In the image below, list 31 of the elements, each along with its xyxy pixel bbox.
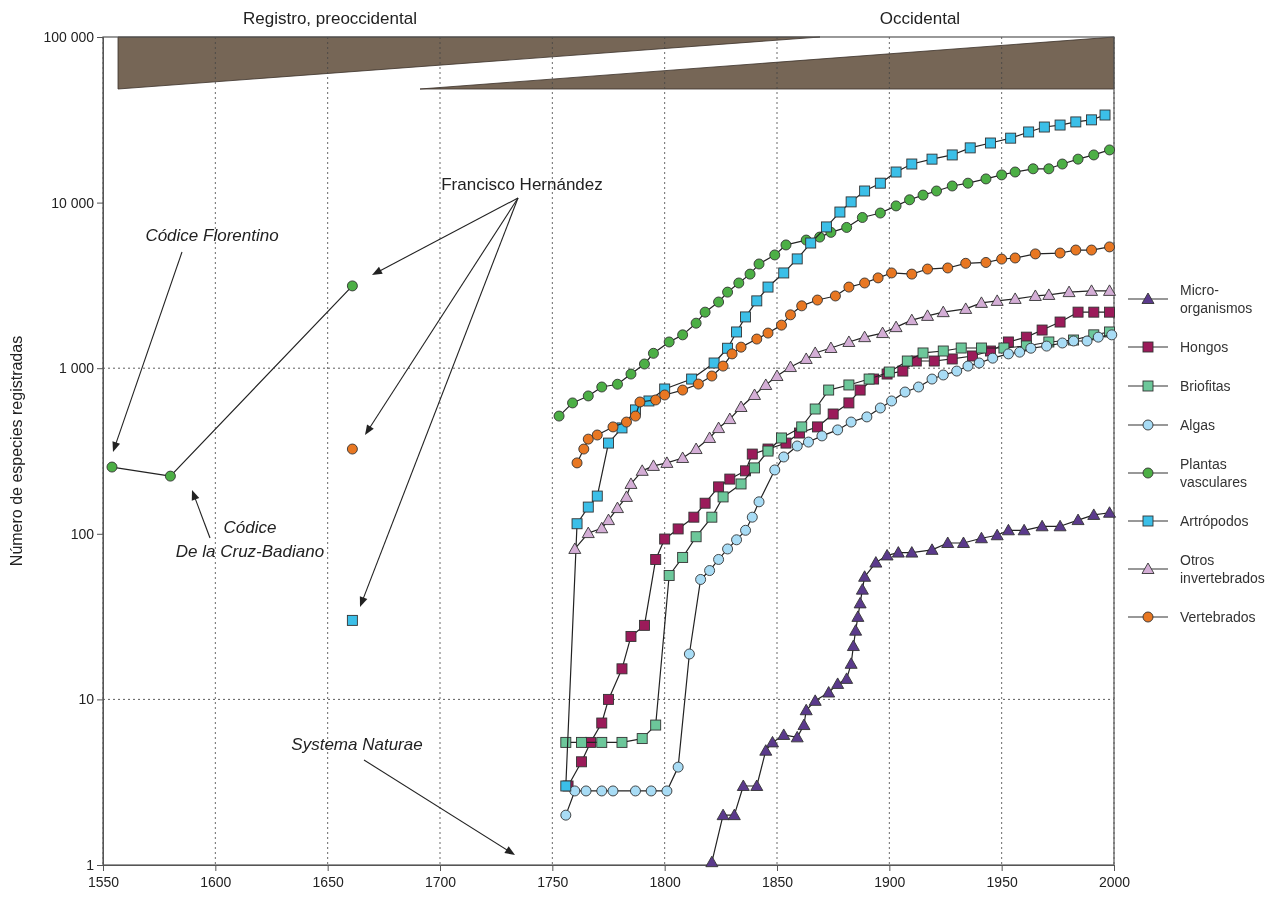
y-tick-label: 10 (78, 691, 95, 708)
x-tick-label: 1550 (87, 873, 120, 890)
legend-label: Briofitas (1180, 378, 1231, 394)
x-tick-label: 1900 (874, 873, 906, 890)
x-tick-label: 1750 (537, 873, 569, 890)
legend-label: Artrópodos (1180, 513, 1249, 529)
legend-label: Vertebrados (1180, 609, 1256, 625)
x-tick-label: 1700 (424, 873, 457, 890)
x-tick-label: 2000 (1098, 873, 1131, 890)
y-tick-label: 100 000 (43, 28, 95, 45)
y-axis-title: Número de especies registradas (8, 335, 25, 567)
legend-label: Plantas vasculares (1180, 456, 1247, 490)
legend-label: Otros invertebrados (1180, 552, 1265, 586)
y-tick-label: 10 000 (51, 194, 95, 211)
legend-label: Micro-organismos (1180, 282, 1253, 316)
text: Occidental (879, 9, 961, 28)
annotation: Códice De la Cruz-Badiano (175, 518, 325, 561)
y-tick-label: 1 (86, 856, 95, 873)
annotation: Systema Naturae (291, 735, 423, 754)
x-tick-label: 1850 (761, 873, 794, 890)
text: Registro, preoccidental (243, 9, 417, 28)
x-tick-label: 1800 (649, 873, 681, 890)
legend-label: Algas (1180, 417, 1216, 433)
legend-label: Hongos (1180, 339, 1229, 355)
x-tick-label: 1950 (986, 873, 1018, 890)
annotation: Códice Florentino (145, 226, 279, 245)
x-tick-label: 1600 (200, 873, 232, 890)
y-tick-label: 1 000 (58, 360, 95, 377)
annotation: Francisco Hernández (441, 175, 603, 194)
y-tick-label: 100 (70, 525, 95, 542)
x-tick-label: 1650 (312, 873, 344, 890)
